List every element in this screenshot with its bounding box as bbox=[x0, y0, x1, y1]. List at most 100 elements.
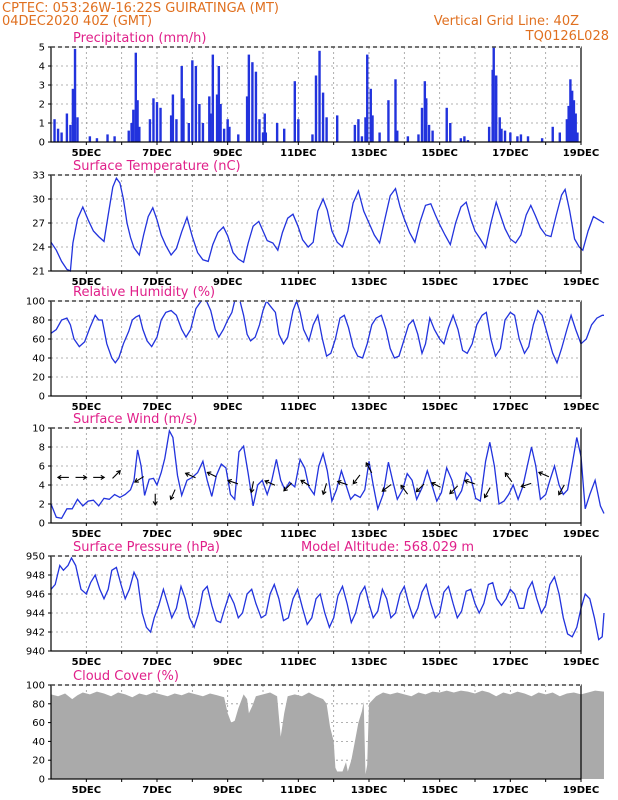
precip-bar bbox=[336, 115, 339, 142]
precip-bar bbox=[95, 138, 99, 142]
x-tick-label: 15DEC bbox=[421, 785, 457, 796]
wind-arrow-shaft bbox=[227, 479, 239, 485]
wind-arrow-head bbox=[336, 479, 342, 485]
precip-bar bbox=[394, 79, 397, 142]
precip-bar bbox=[217, 66, 221, 142]
wind-arrow bbox=[449, 485, 459, 495]
precip-bar bbox=[60, 132, 63, 142]
precip-bar bbox=[357, 119, 360, 142]
y-tick-label: 20 bbox=[32, 373, 45, 384]
header-date: 04DEC2020 40Z (GMT) bbox=[2, 14, 152, 29]
precip-bar bbox=[148, 119, 152, 142]
precip-bar bbox=[369, 88, 372, 142]
y-tick-label: 948 bbox=[26, 571, 45, 582]
cloud-area bbox=[51, 690, 604, 779]
precip-bar bbox=[215, 94, 219, 142]
wind-arrow-head bbox=[264, 479, 270, 485]
wind-arrow bbox=[93, 474, 106, 480]
wind-arrow bbox=[537, 471, 550, 478]
wind-arrow-head bbox=[100, 474, 106, 480]
x-tick-label: 17DEC bbox=[492, 148, 528, 159]
x-tick-label: 9DEC bbox=[213, 402, 242, 413]
x-tick-label: 7DEC bbox=[142, 785, 171, 796]
wind-arrow-head bbox=[415, 487, 421, 493]
y-tick-label: 4 bbox=[39, 481, 45, 492]
precip-bar bbox=[69, 124, 72, 142]
precip-bar bbox=[366, 54, 369, 142]
wind-arrow bbox=[75, 474, 88, 480]
precip-bar bbox=[222, 128, 226, 142]
y-tick-label: 60 bbox=[32, 335, 45, 346]
wind-arrow-head bbox=[381, 487, 387, 492]
precip-bar bbox=[209, 113, 212, 142]
y-tick-label: 940 bbox=[26, 647, 45, 658]
precip-bar bbox=[318, 50, 321, 142]
precip-bar bbox=[201, 123, 205, 142]
wind-arrow-head bbox=[430, 481, 436, 487]
y-tick-label: 24 bbox=[32, 243, 45, 254]
precip-bar bbox=[208, 96, 211, 142]
precip-bar bbox=[88, 136, 92, 142]
precip-bar bbox=[237, 134, 240, 142]
precip-bar bbox=[159, 107, 162, 142]
precip-bar bbox=[321, 92, 325, 142]
precip-bar bbox=[155, 102, 159, 142]
wind-arrow-head bbox=[184, 472, 190, 477]
wind-arrow bbox=[264, 479, 276, 486]
precip-bar bbox=[396, 130, 399, 142]
x-tick-label: 5DEC bbox=[72, 785, 101, 796]
x-tick-label: 5DEC bbox=[72, 402, 101, 413]
precip-bar bbox=[417, 134, 420, 142]
precip-bar bbox=[449, 123, 452, 142]
precip-bar bbox=[420, 107, 424, 142]
precip-bar bbox=[387, 100, 390, 142]
precip-bar bbox=[297, 119, 300, 142]
precip-bar bbox=[463, 136, 466, 142]
precip-bar bbox=[134, 52, 137, 143]
precip-bar bbox=[228, 126, 231, 142]
rh-line bbox=[50, 298, 604, 365]
precip-bar bbox=[576, 132, 579, 142]
x-tick-label: 19DEC bbox=[563, 148, 599, 159]
precip-bar bbox=[191, 60, 194, 142]
wind-arrow bbox=[56, 474, 69, 480]
wind-arrow-shaft bbox=[400, 485, 409, 495]
x-tick-label: 17DEC bbox=[492, 785, 528, 796]
x-tick-label: 17DEC bbox=[492, 529, 528, 540]
x-tick-label: 13DEC bbox=[351, 402, 387, 413]
precip-bar bbox=[293, 81, 296, 142]
precip-bar bbox=[551, 126, 554, 142]
y-tick-label: 8 bbox=[39, 443, 45, 454]
wind-arrow bbox=[463, 478, 475, 485]
precip-bar bbox=[283, 128, 286, 142]
wind-arrow-head bbox=[352, 479, 358, 485]
x-tick-label: 17DEC bbox=[492, 402, 528, 413]
y-tick-label: 3 bbox=[39, 81, 45, 92]
x-tick-label: 9DEC bbox=[213, 148, 242, 159]
precip-bar bbox=[53, 119, 56, 142]
precip-bar bbox=[325, 117, 328, 142]
precip-bar bbox=[263, 113, 266, 142]
wind-arrow-shaft bbox=[558, 484, 565, 495]
x-tick-label: 5DEC bbox=[72, 148, 101, 159]
precip-bar bbox=[498, 117, 501, 142]
precip-bar bbox=[106, 134, 109, 142]
precip-bar bbox=[371, 115, 374, 142]
precip-bar bbox=[169, 115, 173, 142]
wind-arrow-shaft bbox=[538, 471, 550, 478]
chart-note: Model Altitude: 568.029 m bbox=[301, 540, 474, 555]
wind-arrow-shaft bbox=[365, 462, 373, 474]
y-tick-label: 40 bbox=[32, 737, 45, 748]
y-tick-label: 100 bbox=[26, 681, 45, 692]
wind-arrow-shaft bbox=[207, 471, 217, 478]
y-tick-label: 942 bbox=[26, 628, 45, 639]
plot-frame bbox=[50, 555, 582, 652]
x-tick-label: 19DEC bbox=[563, 277, 599, 288]
plot-frame bbox=[50, 300, 582, 397]
precip-bar bbox=[466, 140, 470, 142]
precip-bar bbox=[182, 98, 185, 142]
precip-bar bbox=[406, 136, 410, 142]
wind-arrow-shaft bbox=[170, 489, 176, 500]
x-tick-label: 7DEC bbox=[142, 277, 171, 288]
wind-arrow bbox=[400, 484, 409, 495]
